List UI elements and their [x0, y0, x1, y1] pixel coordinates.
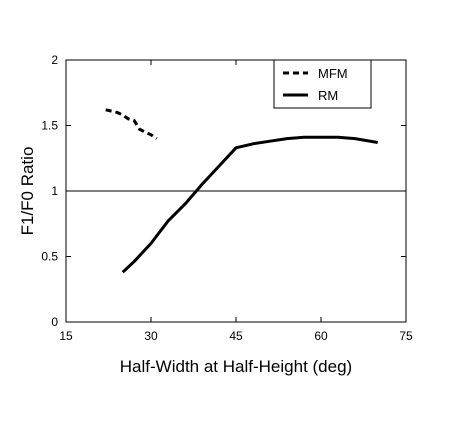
legend-label-rm: RM — [318, 88, 338, 103]
x-axis-title: Half-Width at Half-Height (deg) — [120, 357, 352, 376]
x-tick-label: 75 — [399, 329, 413, 343]
x-tick-label: 15 — [59, 329, 73, 343]
series-line-rm — [121, 135, 378, 274]
y-tick-label: 1 — [51, 184, 58, 198]
x-tick-label: 30 — [144, 329, 158, 343]
y-tick-label: 0.5 — [41, 250, 58, 264]
legend: MFM RM — [273, 59, 372, 109]
legend-label-mfm: MFM — [318, 66, 348, 81]
y-axis-title: F1/F0 Ratio — [18, 147, 37, 236]
x-tick-label: 60 — [314, 329, 328, 343]
axis-ticks: 15 30 45 60 75 0 0.5 1 1.5 2 — [41, 53, 413, 343]
series-lines — [105, 108, 378, 274]
y-tick-label: 1.5 — [41, 119, 58, 133]
series-line-mfm — [105, 108, 158, 140]
x-tick-label: 45 — [229, 329, 243, 343]
legend-box — [273, 59, 372, 109]
y-tick-label: 2 — [51, 53, 58, 67]
y-tick-label: 0 — [51, 315, 58, 329]
